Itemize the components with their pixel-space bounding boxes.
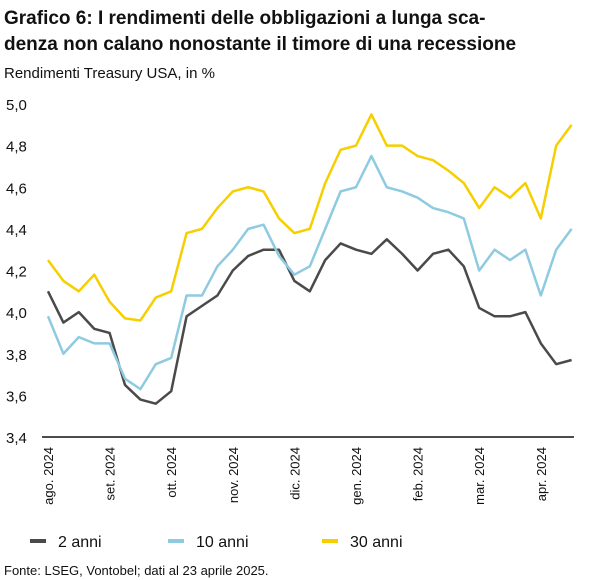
y-tick-label: 4,8 [6, 139, 27, 156]
y-tick-label: 3,6 [6, 388, 27, 405]
y-tick-label: 4,0 [6, 305, 27, 322]
chart-title: Grafico 6: I rendimenti delle obbligazio… [4, 8, 485, 29]
source-note: Fonte: LSEG, Vontobel; dati al 23 aprile… [4, 563, 269, 578]
y-tick-label: 4,2 [6, 264, 27, 281]
x-tick-label: apr. 2024 [534, 447, 549, 501]
y-tick-label: 3,4 [6, 430, 27, 447]
series-line [46, 238, 572, 405]
series-line [46, 113, 573, 322]
legend-label: 10 anni [196, 534, 249, 551]
y-tick-label: 5,0 [6, 97, 27, 114]
x-tick-label: mar. 2024 [472, 447, 487, 505]
x-tick-label: ott. 2024 [164, 447, 179, 498]
y-tick-label: 4,6 [6, 180, 27, 197]
chart-subtitle: Rendimenti Treasury USA, in % [4, 65, 215, 82]
x-tick-label: dic. 2024 [287, 447, 302, 500]
x-tick-label: feb. 2024 [411, 447, 426, 501]
series-line [46, 154, 573, 391]
x-tick-label: gen. 2024 [349, 447, 364, 505]
x-tick-label: nov. 2024 [226, 447, 241, 503]
y-tick-label: 3,8 [6, 347, 27, 364]
x-tick-label: ago. 2024 [41, 447, 56, 505]
legend-label: 2 anni [58, 534, 102, 551]
y-tick-label: 4,4 [6, 222, 27, 239]
legend-label: 30 anni [350, 534, 403, 551]
x-tick-label: set. 2024 [103, 447, 118, 501]
chart-title: denza non calano nonostante il timore di… [4, 34, 516, 55]
